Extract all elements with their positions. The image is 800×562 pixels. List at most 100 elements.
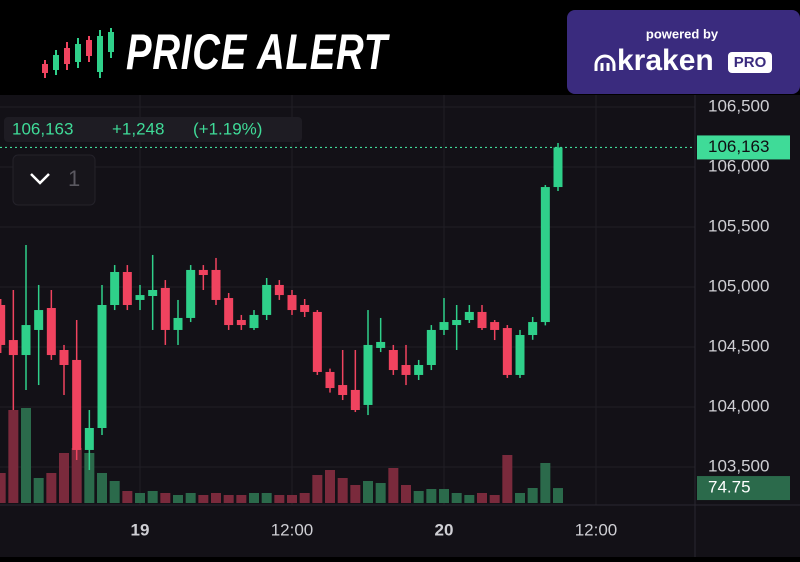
candle-body [376,341,386,348]
candle-body [464,311,474,320]
volume-bar [401,485,412,503]
candle-layer [0,143,563,470]
candle-body [8,340,18,356]
candle-body [363,344,373,405]
brand-logo [594,54,616,71]
candle-body [490,322,500,330]
volume-bar [211,493,222,503]
candle-body [173,317,183,330]
volume-bar [439,489,450,503]
candle-body [262,284,272,315]
readout-change-pct: (+1.19%) [193,119,262,138]
last-price-tag [697,135,790,160]
candle-body [300,305,310,312]
axis-layer: 103,500 104,000 104,500 105,000 105,500 106,0… [131,96,770,539]
volume-bar [312,475,323,503]
candle-body [122,272,132,305]
candle-body [388,350,398,371]
volume-bar [84,453,95,503]
y-tick-label: 105,000 [708,276,769,295]
volume-bar [59,453,70,503]
x-tick-label: 19 [131,520,150,539]
interval-value: 1 [68,166,80,191]
x-tick-label: 12:00 [575,520,618,539]
volume-bar [46,473,57,503]
candle-body [148,290,158,296]
y-tick-label: 105,500 [708,216,769,235]
candle-body [350,389,360,410]
volume-bar [540,463,551,503]
volume-bar [451,493,462,503]
candle-body [426,329,436,365]
readout-box [4,117,302,142]
header-icon [42,28,114,78]
volume-bar [527,488,538,503]
candle-body [338,385,348,395]
volume-bar [375,483,386,503]
volume-bar [160,493,171,503]
candle-body [502,328,512,375]
volume-bar [515,493,526,503]
candle-body [34,310,44,330]
candle-body [287,295,297,311]
page-title: PRICE ALERT [126,24,391,80]
candle-body [160,287,170,330]
volume-bar [223,495,234,503]
y-tick-label: 106,500 [708,96,769,115]
interval-selector[interactable] [12,154,96,206]
volume-bar [464,495,475,503]
volume-bar [198,495,209,503]
candle-body [72,359,82,450]
candle-body [110,272,120,305]
candle-body [97,305,107,428]
candle-body [186,269,196,318]
candle-body [59,350,69,365]
candle-body [0,305,6,345]
candle-body [249,314,259,329]
readout-change: +1,248 [112,119,164,138]
volume-bar [97,473,108,503]
badge-box [728,52,772,73]
volume-bar [489,495,500,503]
candle-body [401,365,411,375]
candle-body [236,320,246,326]
brand-name: kraken [617,44,714,77]
candle-body [439,322,449,330]
volume-bar [426,489,437,503]
candle-body [211,269,221,300]
candle-body [414,365,424,375]
y-tick-label: 104,000 [708,396,769,415]
volume-bar [173,495,184,503]
last-volume-tag [697,476,790,501]
volume-bar [388,468,399,503]
candle-body [515,335,525,375]
brand-badge: PRO [734,54,767,71]
volume-bar [8,410,19,503]
volume-bar [236,495,247,503]
y-tick-label: 106,000 [708,156,769,175]
volume-bar [477,493,488,503]
candle-body [452,320,462,326]
volume-bar [350,485,361,503]
volume-bar [553,488,564,503]
volume-bar [185,493,196,503]
volume-bar [33,478,44,503]
candle-body [312,311,322,372]
volume-bar [274,495,285,503]
volume-bar [71,448,82,503]
volume-bar [122,491,133,503]
readout-price: 106,163 [12,119,73,138]
candle-body [84,428,94,450]
candle-body [274,284,284,296]
volume-bar [261,493,272,503]
candle-body [477,311,487,329]
candle-body [553,147,563,188]
volume-bar [287,495,298,503]
volume-bar [249,493,260,503]
volume-bar [325,470,336,503]
volume-bar [135,493,146,503]
volume-bar [109,481,120,503]
volume-bar [0,473,6,503]
